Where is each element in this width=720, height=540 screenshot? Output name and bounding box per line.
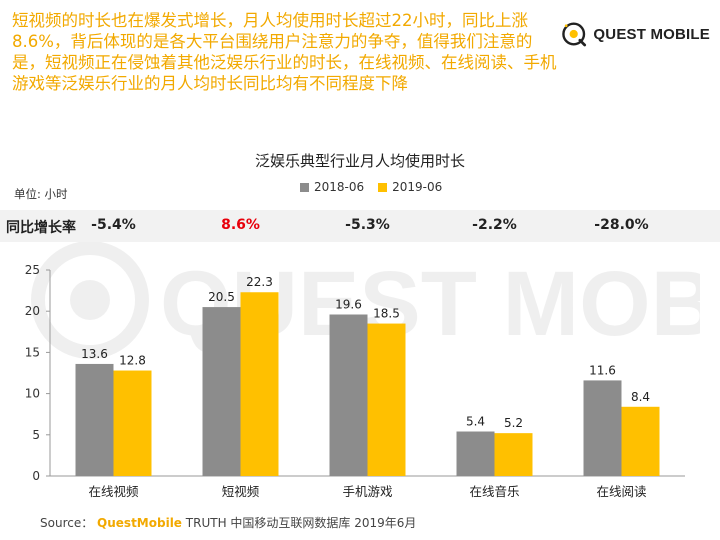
yoy-label: 同比增长率 xyxy=(6,220,76,236)
data-label-2019-2: 18.5 xyxy=(373,307,400,321)
source-rest: TRUTH 中国移动互联网数据库 2019年6月 xyxy=(185,516,417,530)
bar-chart: 0 5 10 15 20 25 13.6 12.8 在线视频 20.5 22.3 短视频 19.6 18.… xyxy=(25,263,685,499)
data-label-2019-1: 22.3 xyxy=(246,275,273,289)
x-category-label: 手机游戏 xyxy=(342,484,392,499)
headline: 短视频的时长也在爆发式增长，月人均使用时长超过22小时，同比上涨8.6%，背后体… xyxy=(12,11,557,93)
bar-2019-3 xyxy=(494,433,533,476)
source-prefix: Source： xyxy=(40,516,94,530)
bar-2019-1 xyxy=(240,292,279,476)
source-line: Source： QuestMobile TRUTH 中国移动互联网数据库 201… xyxy=(40,514,416,531)
bar-2019-2 xyxy=(367,323,406,476)
x-category-label: 在线音乐 xyxy=(469,484,519,499)
bar-2018-2 xyxy=(329,314,368,476)
legend-label-2018: 2018-06 xyxy=(314,180,365,194)
data-label-2018-1: 20.5 xyxy=(208,290,235,304)
legend-swatch-2018 xyxy=(300,182,309,192)
yoy-value-3: -2.2% xyxy=(472,217,517,233)
yoy-value-1: 8.6% xyxy=(221,217,260,233)
legend-swatch-2019 xyxy=(378,182,388,192)
data-label-2019-0: 12.8 xyxy=(119,354,146,368)
y-tick-label: 25 xyxy=(25,263,40,277)
yoy-value-0: -5.4% xyxy=(91,217,136,233)
data-label-2019-3: 5.2 xyxy=(504,416,523,430)
bar-2019-0 xyxy=(113,370,152,476)
bar-2018-1 xyxy=(202,307,241,476)
bar-2018-4 xyxy=(583,380,622,476)
y-tick-label: 15 xyxy=(25,345,40,359)
data-label-2018-3: 5.4 xyxy=(466,415,485,429)
legend-item-2019: 2019-06 xyxy=(378,180,442,194)
y-tick-label: 10 xyxy=(25,387,40,401)
x-category-label: 在线视频 xyxy=(88,484,139,499)
data-label-2018-4: 11.6 xyxy=(589,363,616,377)
logo-mark-icon xyxy=(562,22,587,47)
chart-title: 泛娱乐典型行业月人均使用时长 xyxy=(254,152,465,170)
legend: 2018-06 2019-06 xyxy=(300,180,456,194)
quest-mobile-logo: QUEST MOBILE xyxy=(560,14,710,54)
y-tick-label: 0 xyxy=(32,469,40,483)
yoy-value-4: -28.0% xyxy=(594,217,649,233)
yoy-value-2: -5.3% xyxy=(345,217,390,233)
unit-label: 单位: 小时 xyxy=(14,187,68,201)
x-category-label: 短视频 xyxy=(222,484,260,499)
data-label-2018-2: 19.6 xyxy=(335,297,362,311)
x-category-label: 在线阅读 xyxy=(596,484,646,499)
data-label-2018-0: 13.6 xyxy=(81,347,108,361)
bar-2018-3 xyxy=(456,431,495,476)
yoy-growth-band: 同比增长率 -5.4% 8.6% -5.3% -2.2% -28.0% xyxy=(0,210,720,242)
bar-2019-4 xyxy=(621,406,660,476)
legend-item-2018: 2018-06 xyxy=(300,180,364,194)
logo-text: QUEST MOBILE xyxy=(593,25,710,43)
y-tick-label: 20 xyxy=(25,304,40,318)
source-brand: QuestMobile xyxy=(97,516,182,530)
legend-label-2019: 2019-06 xyxy=(392,180,443,194)
y-tick-label: 5 xyxy=(32,428,40,442)
data-label-2019-4: 8.4 xyxy=(631,390,650,404)
bar-2018-0 xyxy=(75,363,114,476)
